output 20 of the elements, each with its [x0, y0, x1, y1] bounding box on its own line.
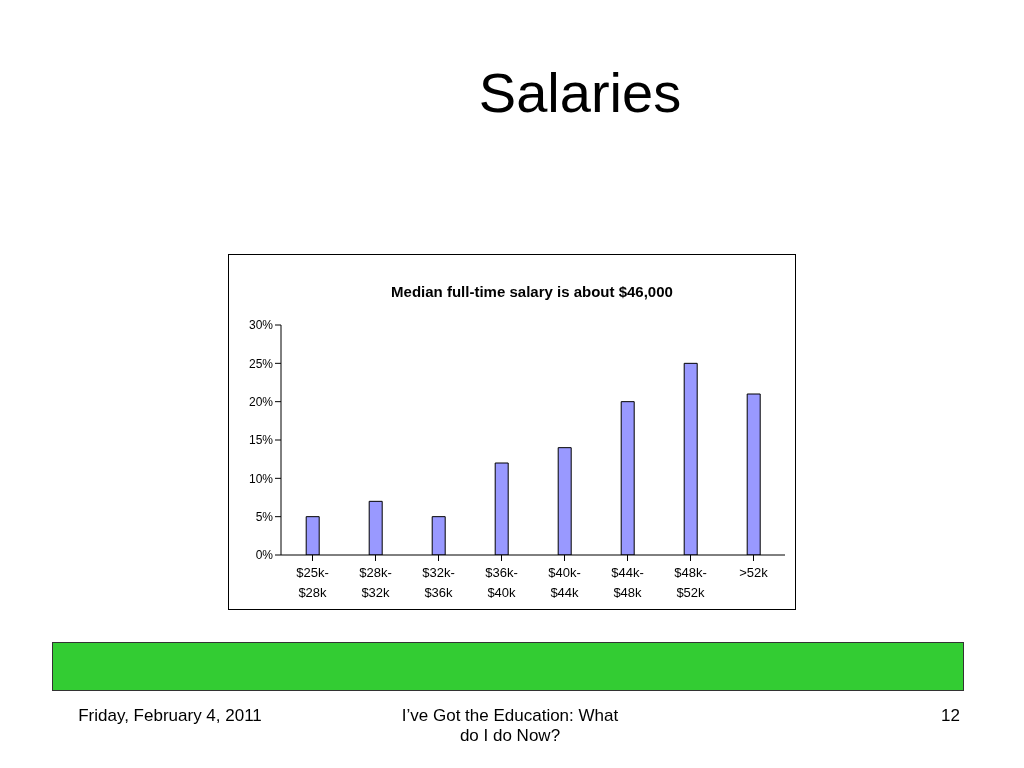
text: Friday, February 4, 2011: [77, 706, 263, 726]
y-tick-label: 5%: [255, 509, 274, 524]
y-tick-label: 15%: [248, 433, 274, 448]
y-tick-label: 0%: [255, 548, 274, 563]
text: I’ve Got the Education: What do I do Now?: [400, 706, 620, 746]
y-tick-label: 25%: [248, 356, 274, 371]
x-tick-label: $25k-$28k: [296, 565, 329, 600]
y-tick-label: 20%: [248, 394, 274, 409]
x-tick-label: $28k-$32k: [359, 565, 392, 600]
x-tick-label: $44k-$48k: [611, 565, 644, 600]
y-tick-label: 30%: [248, 318, 274, 333]
chart-subtitle: Median full-time salary is about $46,000: [390, 283, 674, 300]
x-tick-label: $40k-$44k: [548, 565, 581, 600]
x-tick-label: >52k: [739, 565, 769, 580]
text: 12: [940, 706, 960, 726]
chart-title: Salaries: [477, 60, 683, 125]
x-tick-label: $48k-$52k: [674, 565, 707, 600]
x-tick-label: $36k-$40k: [485, 565, 518, 600]
y-tick-label: 10%: [248, 471, 274, 486]
x-tick-label: $32k-$36k: [422, 565, 455, 600]
